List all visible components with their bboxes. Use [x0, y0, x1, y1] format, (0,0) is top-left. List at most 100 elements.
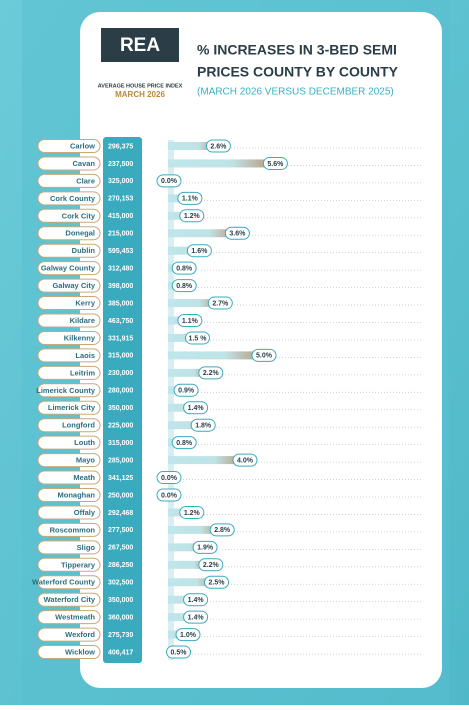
value-label: 0.8% [176, 265, 193, 272]
county-pill [37, 645, 101, 660]
county-pill [37, 540, 101, 555]
bar [168, 368, 211, 377]
value-pill [186, 244, 212, 258]
county-label: Kildare [70, 316, 95, 325]
logo-date: MARCH 2026 [115, 90, 165, 99]
value-pill [166, 645, 191, 659]
price-label: 325,000 [108, 178, 133, 185]
value-pill [224, 226, 250, 240]
county-pill [37, 296, 101, 311]
bar [168, 456, 245, 465]
price-label: 270,153 [108, 196, 133, 203]
value-pill [183, 401, 209, 415]
value-pill [156, 471, 182, 485]
value-label: 2.7% [212, 300, 229, 307]
price-label: 230,000 [108, 370, 133, 377]
bar [168, 421, 204, 430]
county-pill [37, 313, 101, 328]
value-pill [192, 540, 218, 554]
county-pill [37, 243, 101, 258]
value-label: 0.0% [161, 475, 178, 482]
value-label: 1.9% [197, 545, 214, 552]
county-pill [37, 173, 101, 188]
value-pill [179, 505, 205, 519]
value-pill [177, 314, 203, 327]
value-pill [190, 418, 216, 432]
value-pill [198, 558, 224, 572]
value-label: 0.8% [176, 283, 193, 290]
price-label: 267,500 [108, 545, 133, 552]
price-label: 350,000 [108, 597, 133, 604]
county-pill [37, 488, 101, 502]
price-label: 350,000 [108, 405, 133, 412]
value-label: 1.4% [188, 597, 205, 604]
county-pill [37, 453, 101, 468]
price-label: 331,915 [108, 335, 133, 342]
value-pill [177, 191, 203, 205]
county-label: Limerick County [36, 386, 96, 395]
county-label: Wexford [65, 630, 95, 639]
county-label: Longford [62, 421, 95, 430]
price-label: 277,500 [108, 527, 133, 534]
price-label: 225,000 [108, 423, 133, 430]
price-label: 406,417 [108, 649, 133, 656]
county-pill [37, 348, 101, 363]
value-label: 2.8% [214, 527, 231, 534]
county-pill [37, 592, 101, 607]
county-label: Offaly [74, 508, 96, 517]
price-label: 296,375 [108, 143, 133, 150]
title: PRICES COUNTY BY COUNTY [197, 64, 399, 80]
county-label: Donegal [65, 229, 95, 238]
value-pill [173, 383, 199, 397]
bar [168, 525, 223, 534]
price-label: 595,453 [108, 248, 133, 255]
price-label: 286,250 [108, 562, 133, 569]
price-label: 341,125 [108, 475, 133, 482]
value-pill [185, 331, 210, 345]
value-pill [205, 139, 231, 153]
price-label: 285,000 [108, 457, 133, 464]
county-label: Westmeath [55, 613, 95, 622]
county-label: Dublin [72, 246, 96, 255]
value-label: 2.2% [203, 562, 220, 569]
value-pill [175, 628, 201, 642]
bar [168, 595, 196, 604]
value-label: 1.6% [191, 248, 208, 255]
value-pill [183, 593, 209, 607]
value-label: 1.8% [195, 423, 212, 430]
value-pill [262, 156, 288, 170]
value-pill [156, 488, 182, 502]
value-label: 1.2% [184, 510, 201, 517]
bar [168, 333, 198, 342]
county-label: Galway City [52, 281, 95, 290]
county-label: Galway County [41, 264, 96, 273]
county-label: Carlow [70, 141, 95, 150]
title: % INCREASES IN 3-BED SEMI [197, 42, 397, 58]
county-pill [37, 505, 101, 520]
bar [168, 159, 276, 168]
county-pill [37, 418, 101, 433]
county-label: Limerick City [48, 403, 96, 412]
price-label: 315,000 [108, 353, 133, 360]
value-pill [179, 209, 205, 223]
county-label: Roscommon [50, 525, 96, 534]
value-label: 0.0% [161, 178, 178, 185]
county-label: Laois [75, 351, 95, 360]
price-column [103, 137, 142, 663]
county-label: Mayo [76, 456, 96, 465]
county-label: Waterford City [44, 595, 96, 604]
value-label: 0.8% [176, 440, 193, 447]
county-label: Louth [74, 438, 95, 447]
county-pill [37, 156, 101, 171]
price-label: 385,000 [108, 300, 133, 307]
price-label: 250,000 [108, 492, 133, 499]
value-label: 2.2% [203, 370, 220, 377]
price-label: 292,468 [108, 510, 133, 517]
county-pill [37, 627, 101, 642]
county-pill [37, 278, 101, 293]
county-label: Cork County [50, 194, 96, 203]
value-label: 1.1% [182, 196, 199, 203]
county-label: Leitrim [70, 368, 95, 377]
value-pill [171, 261, 197, 275]
logo-box [101, 28, 179, 62]
